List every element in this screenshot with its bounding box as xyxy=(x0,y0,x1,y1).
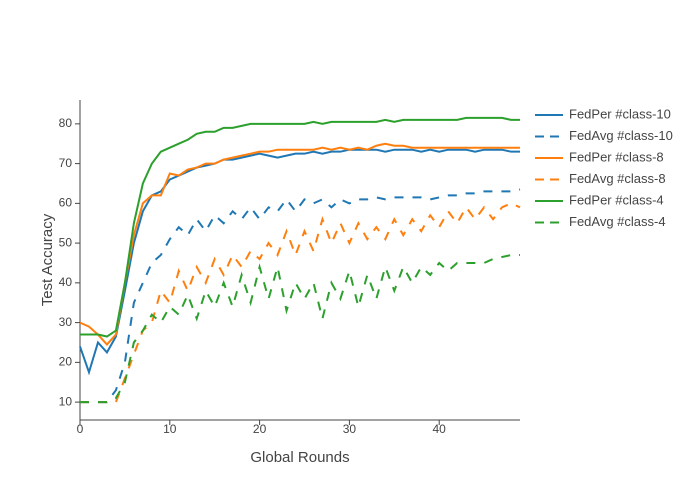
y-tick-label: 70 xyxy=(59,156,73,170)
y-tick-label: 30 xyxy=(59,315,73,329)
legend-label: FedPer #class-10 xyxy=(569,106,671,121)
series-line xyxy=(80,254,520,404)
series-line xyxy=(80,116,520,338)
y-tick-label: 50 xyxy=(59,235,73,249)
x-tick-label: 40 xyxy=(433,422,447,436)
series-line xyxy=(80,202,521,404)
y-tick-label: 40 xyxy=(59,275,73,289)
series-line xyxy=(79,142,520,346)
y-axis-title: Test Accuracy xyxy=(39,213,56,306)
legend-label: FedPer #class-4 xyxy=(569,192,664,207)
y-tick-label: 60 xyxy=(59,196,73,210)
series-line xyxy=(80,188,521,404)
x-axis-title: Global Rounds xyxy=(250,449,349,466)
legend-label: FedAvg #class-8 xyxy=(569,171,666,186)
x-tick-label: 10 xyxy=(163,422,177,436)
y-tick-label: 10 xyxy=(59,394,73,408)
y-tick-label: 80 xyxy=(59,116,73,130)
legend-label: FedAvg #class-4 xyxy=(569,214,666,229)
series-line xyxy=(79,148,520,376)
x-tick-label: 0 xyxy=(77,422,84,436)
x-tick-label: 30 xyxy=(343,422,357,436)
x-tick-label: 20 xyxy=(253,422,267,436)
y-tick-label: 20 xyxy=(59,355,73,369)
legend-label: FedPer #class-8 xyxy=(569,149,664,164)
legend: FedPer #class-10 FedAvg #class-10 FedPer #… xyxy=(535,106,673,229)
legend-label: FedAvg #class-10 xyxy=(569,128,673,143)
